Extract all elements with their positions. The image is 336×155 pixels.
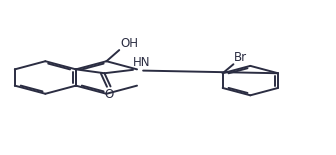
Text: O: O [104, 88, 114, 101]
Text: Br: Br [234, 51, 247, 64]
Text: OH: OH [121, 37, 138, 50]
Text: HN: HN [133, 56, 151, 69]
